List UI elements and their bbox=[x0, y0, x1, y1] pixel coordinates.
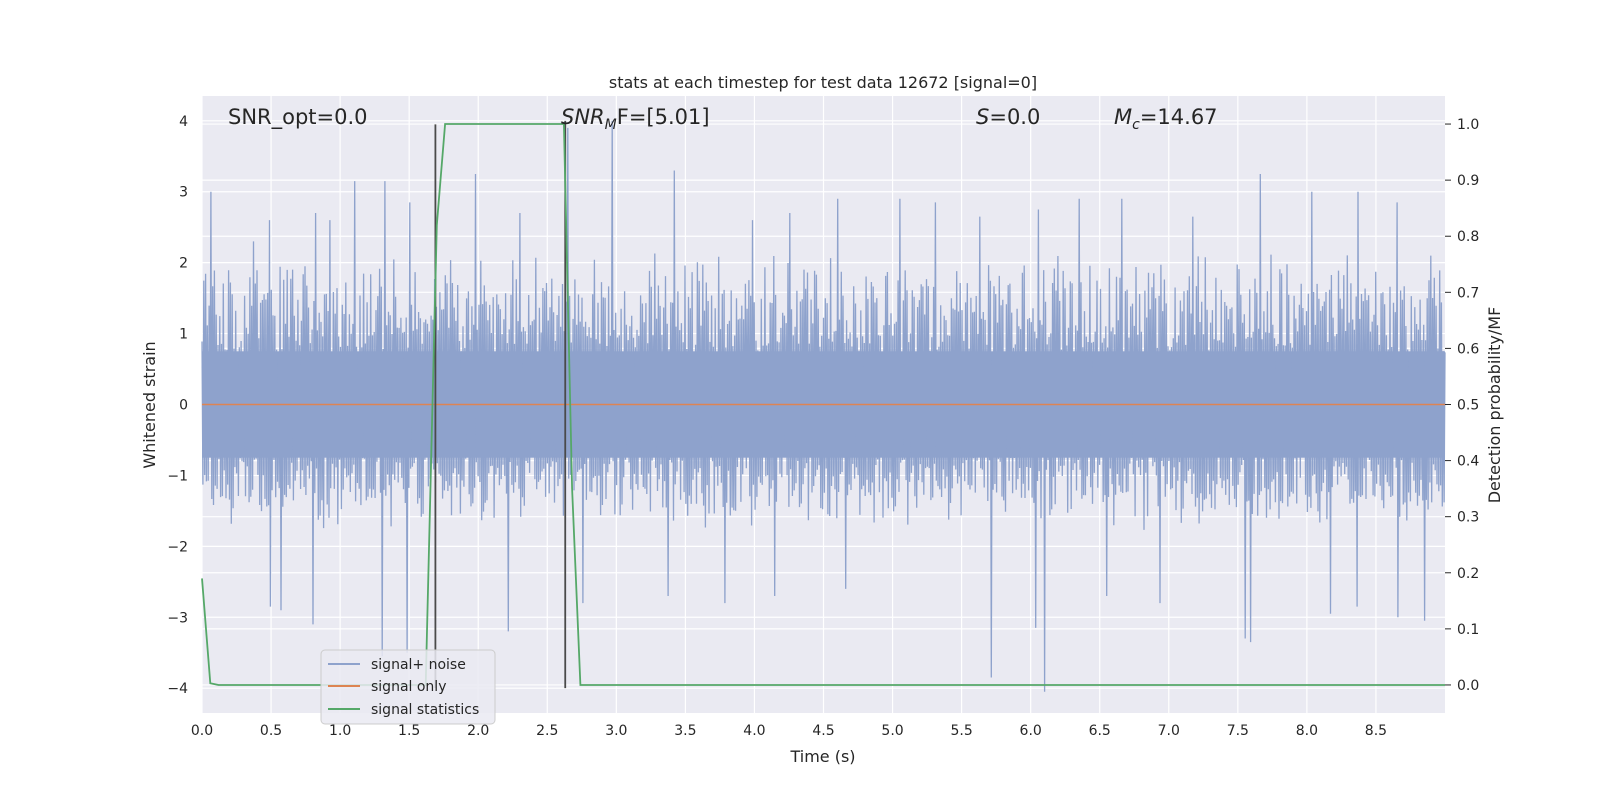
signal-statistics-series bbox=[201, 123, 1445, 686]
y-tick-label-4: 0 bbox=[179, 398, 188, 414]
y2-tick-label-0: 1.0 bbox=[1457, 117, 1479, 133]
mc-sub: c bbox=[1132, 117, 1140, 133]
x-axis-label: Time (s) bbox=[789, 747, 855, 766]
y-tick-label-3: 1 bbox=[179, 327, 188, 343]
legend: signal+ noise signal only signal statist… bbox=[320, 649, 496, 725]
legend-box bbox=[320, 649, 496, 725]
x-tick-label-3: 1.5 bbox=[398, 723, 420, 739]
y-tick-label-7: −3 bbox=[167, 610, 188, 626]
snr-mf-annotation: SNRMF=[5.01] bbox=[561, 105, 710, 133]
legend-label-signal-noise: signal+ noise bbox=[371, 657, 466, 673]
y-tick-label-2: 2 bbox=[179, 256, 188, 272]
x-tick-label-14: 7.0 bbox=[1158, 723, 1180, 739]
x-tick-label-9: 4.5 bbox=[812, 723, 834, 739]
legend-label-signal-statistics: signal statistics bbox=[371, 702, 479, 718]
y2-tick-label-1: 0.9 bbox=[1457, 173, 1479, 189]
y-tick-label-5: −1 bbox=[167, 468, 188, 484]
x-tick-label-16: 8.0 bbox=[1296, 723, 1318, 739]
x-ticks: 0.0 0.5 1.0 1.5 2.0 2.5 3.0 3.5 4.0 4.5 5.0 5.5 6.0 6… bbox=[191, 723, 1387, 739]
y2-ticks: 1.0 0.9 0.8 0.7 0.6 0.5 0.4 0.3 0.2 0.1 0.0 bbox=[1445, 117, 1479, 694]
y-tick-label-0: 4 bbox=[179, 114, 188, 130]
snr-mf-main: SNR bbox=[561, 105, 605, 129]
y-ticks: 4 3 2 1 0 −1 −2 −3 −4 bbox=[167, 114, 188, 697]
x-tick-label-5: 2.5 bbox=[536, 723, 558, 739]
y2-tick-label-6: 0.4 bbox=[1457, 454, 1479, 470]
mc-rest: =14.67 bbox=[1140, 105, 1218, 129]
x-tick-label-12: 6.0 bbox=[1020, 723, 1042, 739]
y2-tick-label-9: 0.1 bbox=[1457, 622, 1479, 638]
noise-trace bbox=[201, 120, 1446, 692]
s-main: S bbox=[976, 105, 989, 129]
y2-tick-label-5: 0.5 bbox=[1457, 398, 1479, 414]
y2-tick-label-3: 0.7 bbox=[1457, 285, 1479, 301]
legend-label-signal-only: signal only bbox=[371, 679, 446, 695]
y2-tick-label-7: 0.3 bbox=[1457, 510, 1479, 526]
snr-mf-sub: M bbox=[605, 117, 617, 133]
x-tick-label-7: 3.5 bbox=[674, 723, 696, 739]
y-tick-label-1: 3 bbox=[179, 185, 188, 201]
y2-tick-label-10: 0.0 bbox=[1457, 678, 1479, 694]
x-tick-label-0: 0.0 bbox=[191, 723, 213, 739]
x-tick-label-1: 0.5 bbox=[260, 723, 282, 739]
y-tick-label-8: −4 bbox=[167, 681, 188, 697]
snr-mf-rest: F=[5.01] bbox=[617, 105, 710, 129]
x-tick-label-17: 8.5 bbox=[1365, 723, 1387, 739]
mc-annotation: Mc=14.67 bbox=[1114, 105, 1218, 133]
chart-title: stats at each timestep for test data 126… bbox=[609, 73, 1037, 92]
x-tick-label-8: 4.0 bbox=[743, 723, 765, 739]
x-tick-label-6: 3.0 bbox=[605, 723, 627, 739]
y2-tick-label-2: 0.8 bbox=[1457, 229, 1479, 245]
x-tick-label-10: 5.0 bbox=[881, 723, 903, 739]
y2-tick-label-8: 0.2 bbox=[1457, 566, 1479, 582]
signal-statistics-line bbox=[201, 123, 1445, 686]
x-tick-label-4: 2.0 bbox=[467, 723, 489, 739]
s-rest: =0.0 bbox=[989, 105, 1040, 129]
x-tick-label-11: 5.5 bbox=[950, 723, 972, 739]
y-tick-label-6: −2 bbox=[167, 539, 188, 555]
y2-tick-label-4: 0.6 bbox=[1457, 341, 1479, 357]
y2-axis-label: Detection probability/MF bbox=[1485, 307, 1504, 504]
x-tick-label-15: 7.5 bbox=[1227, 723, 1249, 739]
x-tick-label-13: 6.5 bbox=[1089, 723, 1111, 739]
x-tick-label-2: 1.0 bbox=[329, 723, 351, 739]
s-annotation: S=0.0 bbox=[976, 105, 1040, 129]
snr-opt-annotation: SNR_opt=0.0 bbox=[228, 105, 368, 130]
mc-main: M bbox=[1114, 105, 1132, 129]
y-axis-label: Whitened strain bbox=[140, 341, 159, 468]
